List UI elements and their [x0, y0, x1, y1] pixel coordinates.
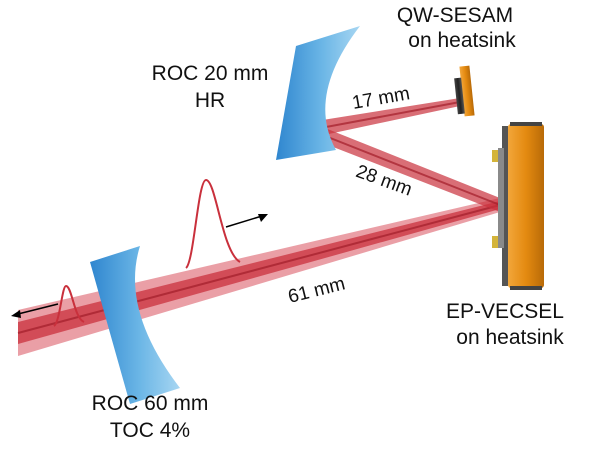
label-sesam-2: on heatsink	[408, 29, 516, 52]
output-beam-core	[18, 201, 500, 344]
label-vecsel-1: EP-VECSEL	[446, 300, 564, 323]
label-roc60-1: ROC 60 mm	[92, 392, 209, 415]
label-roc60-2: TOC 4%	[110, 419, 190, 442]
arrow-left	[11, 303, 59, 318]
roc20-mirror	[276, 26, 360, 160]
label-roc20-2: HR	[195, 89, 225, 112]
distance-out: 61 mm	[286, 273, 347, 307]
roc60-mirror	[90, 246, 180, 404]
vecsel-assembly	[492, 122, 544, 290]
pulse-small	[53, 284, 85, 327]
sesam-assembly	[454, 65, 475, 117]
label-sesam-1: QW-SESAM	[397, 4, 513, 27]
label-roc20-1: ROC 20 mm	[152, 62, 269, 85]
label-vecsel-2: on heatsink	[456, 326, 564, 349]
arrow-right	[225, 214, 268, 228]
pulse-large	[185, 178, 241, 269]
